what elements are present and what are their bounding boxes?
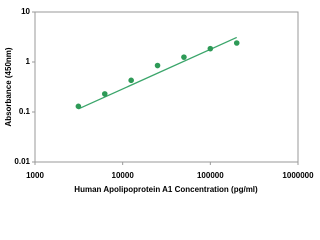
x-tick-label: 1000000 bbox=[282, 171, 314, 180]
data-point bbox=[154, 62, 161, 69]
x-tick-label: 1000 bbox=[26, 171, 44, 180]
y-tick-label: 1 bbox=[26, 57, 31, 66]
x-tick-label: 100000 bbox=[197, 171, 224, 180]
x-axis-label: Human Apolipoprotein A1 Concentration (p… bbox=[74, 185, 258, 194]
data-point bbox=[181, 54, 187, 60]
data-point bbox=[207, 45, 214, 52]
data-point bbox=[101, 91, 108, 97]
x-tick-label: 10000 bbox=[112, 171, 135, 180]
y-tick-label: 10 bbox=[21, 7, 30, 16]
data-point bbox=[75, 103, 82, 110]
y-tick-label: 0.1 bbox=[19, 107, 31, 116]
y-tick-label: 0.01 bbox=[14, 157, 30, 166]
y-axis-label: Absorbance (450nm) bbox=[4, 47, 13, 126]
data-point bbox=[233, 40, 240, 46]
chart: Human Apolipoprotein A1 Concentration (p… bbox=[4, 7, 314, 194]
plot-frame bbox=[34, 11, 299, 163]
data-point bbox=[128, 77, 134, 84]
